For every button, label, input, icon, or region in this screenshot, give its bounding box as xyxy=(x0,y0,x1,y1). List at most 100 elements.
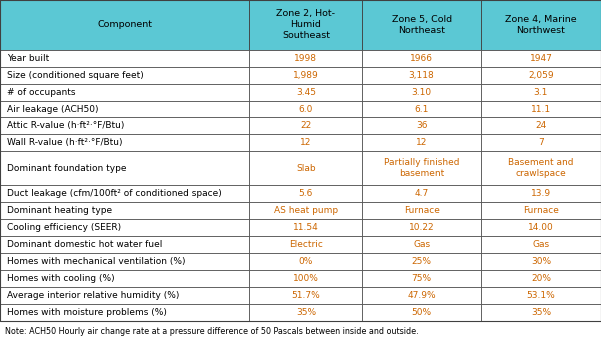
Bar xyxy=(249,100,362,117)
Bar xyxy=(0,117,249,134)
Bar xyxy=(481,253,601,270)
Text: 75%: 75% xyxy=(412,274,432,283)
Text: 36: 36 xyxy=(416,121,427,130)
Bar xyxy=(249,202,362,219)
Text: AS heat pump: AS heat pump xyxy=(274,206,338,215)
Bar xyxy=(362,202,481,219)
Bar xyxy=(249,185,362,202)
Text: 3.10: 3.10 xyxy=(412,87,432,97)
Text: Zone 2, Hot-
Humid
Southeast: Zone 2, Hot- Humid Southeast xyxy=(276,9,335,40)
Bar xyxy=(249,117,362,134)
Bar xyxy=(362,151,481,185)
Bar xyxy=(362,287,481,304)
Bar xyxy=(481,100,601,117)
Bar xyxy=(362,100,481,117)
Bar xyxy=(481,185,601,202)
Text: Zone 5, Cold
Northeast: Zone 5, Cold Northeast xyxy=(391,15,452,35)
Text: 13.9: 13.9 xyxy=(531,189,551,198)
Text: 1947: 1947 xyxy=(529,54,552,63)
Bar xyxy=(0,50,249,67)
Text: 100%: 100% xyxy=(293,274,319,283)
Text: Homes with cooling (%): Homes with cooling (%) xyxy=(7,274,115,283)
Text: Air leakage (ACH50): Air leakage (ACH50) xyxy=(7,105,99,114)
Bar xyxy=(481,117,601,134)
Text: # of occupants: # of occupants xyxy=(7,87,76,97)
Text: Slab: Slab xyxy=(296,164,316,173)
Bar xyxy=(0,270,249,287)
Text: 1998: 1998 xyxy=(294,54,317,63)
Bar xyxy=(481,50,601,67)
Bar xyxy=(249,67,362,84)
Bar xyxy=(362,304,481,321)
Bar xyxy=(481,270,601,287)
Text: Homes with moisture problems (%): Homes with moisture problems (%) xyxy=(7,308,167,317)
Text: 47.9%: 47.9% xyxy=(407,291,436,300)
Text: 12: 12 xyxy=(300,138,311,147)
Bar xyxy=(249,84,362,100)
Bar xyxy=(481,84,601,100)
Text: Gas: Gas xyxy=(413,240,430,249)
Text: Dominant foundation type: Dominant foundation type xyxy=(7,164,127,173)
Text: 12: 12 xyxy=(416,138,427,147)
Bar xyxy=(0,84,249,100)
Text: 35%: 35% xyxy=(531,308,551,317)
Text: 0%: 0% xyxy=(299,257,313,266)
Text: 1966: 1966 xyxy=(410,54,433,63)
Bar xyxy=(249,219,362,236)
Bar xyxy=(481,304,601,321)
Bar xyxy=(362,236,481,253)
Text: Duct leakage (cfm/100ft² of conditioned space): Duct leakage (cfm/100ft² of conditioned … xyxy=(7,189,222,198)
Bar xyxy=(0,219,249,236)
Text: 11.54: 11.54 xyxy=(293,223,319,232)
Bar xyxy=(249,304,362,321)
Bar xyxy=(481,202,601,219)
Bar xyxy=(362,67,481,84)
Bar xyxy=(0,236,249,253)
Text: 6.1: 6.1 xyxy=(415,105,429,114)
Bar xyxy=(362,50,481,67)
Text: 20%: 20% xyxy=(531,274,551,283)
Text: 6.0: 6.0 xyxy=(299,105,313,114)
Text: Dominant heating type: Dominant heating type xyxy=(7,206,112,215)
Text: 10.22: 10.22 xyxy=(409,223,435,232)
Text: 2,059: 2,059 xyxy=(528,71,554,80)
Bar xyxy=(481,236,601,253)
Text: 3.45: 3.45 xyxy=(296,87,316,97)
Bar xyxy=(362,134,481,151)
Bar xyxy=(0,0,249,50)
Bar xyxy=(481,67,601,84)
Text: 4.7: 4.7 xyxy=(415,189,429,198)
Bar xyxy=(249,270,362,287)
Text: Basement and
crawlspace: Basement and crawlspace xyxy=(508,158,573,178)
Bar xyxy=(481,219,601,236)
Text: Wall R-value (h·ft²·°F/Btu): Wall R-value (h·ft²·°F/Btu) xyxy=(7,138,123,147)
Bar xyxy=(249,236,362,253)
Bar xyxy=(249,253,362,270)
Text: 50%: 50% xyxy=(412,308,432,317)
Text: 25%: 25% xyxy=(412,257,432,266)
Bar xyxy=(0,253,249,270)
Bar xyxy=(481,0,601,50)
Text: Dominant domestic hot water fuel: Dominant domestic hot water fuel xyxy=(7,240,163,249)
Bar xyxy=(249,50,362,67)
Bar xyxy=(362,0,481,50)
Text: 30%: 30% xyxy=(531,257,551,266)
Text: 5.6: 5.6 xyxy=(299,189,313,198)
Bar xyxy=(0,185,249,202)
Text: 3,118: 3,118 xyxy=(409,71,435,80)
Text: Size (conditioned square feet): Size (conditioned square feet) xyxy=(7,71,144,80)
Bar xyxy=(249,134,362,151)
Text: Note: ACH50 Hourly air change rate at a pressure difference of 50 Pascals betwee: Note: ACH50 Hourly air change rate at a … xyxy=(5,327,418,336)
Text: 22: 22 xyxy=(300,121,311,130)
Text: Electric: Electric xyxy=(289,240,323,249)
Bar xyxy=(362,84,481,100)
Bar xyxy=(362,185,481,202)
Text: 3.1: 3.1 xyxy=(534,87,548,97)
Bar xyxy=(362,270,481,287)
Text: 51.7%: 51.7% xyxy=(291,291,320,300)
Bar xyxy=(0,304,249,321)
Bar xyxy=(0,134,249,151)
Bar xyxy=(0,100,249,117)
Bar xyxy=(362,219,481,236)
Text: 7: 7 xyxy=(538,138,544,147)
